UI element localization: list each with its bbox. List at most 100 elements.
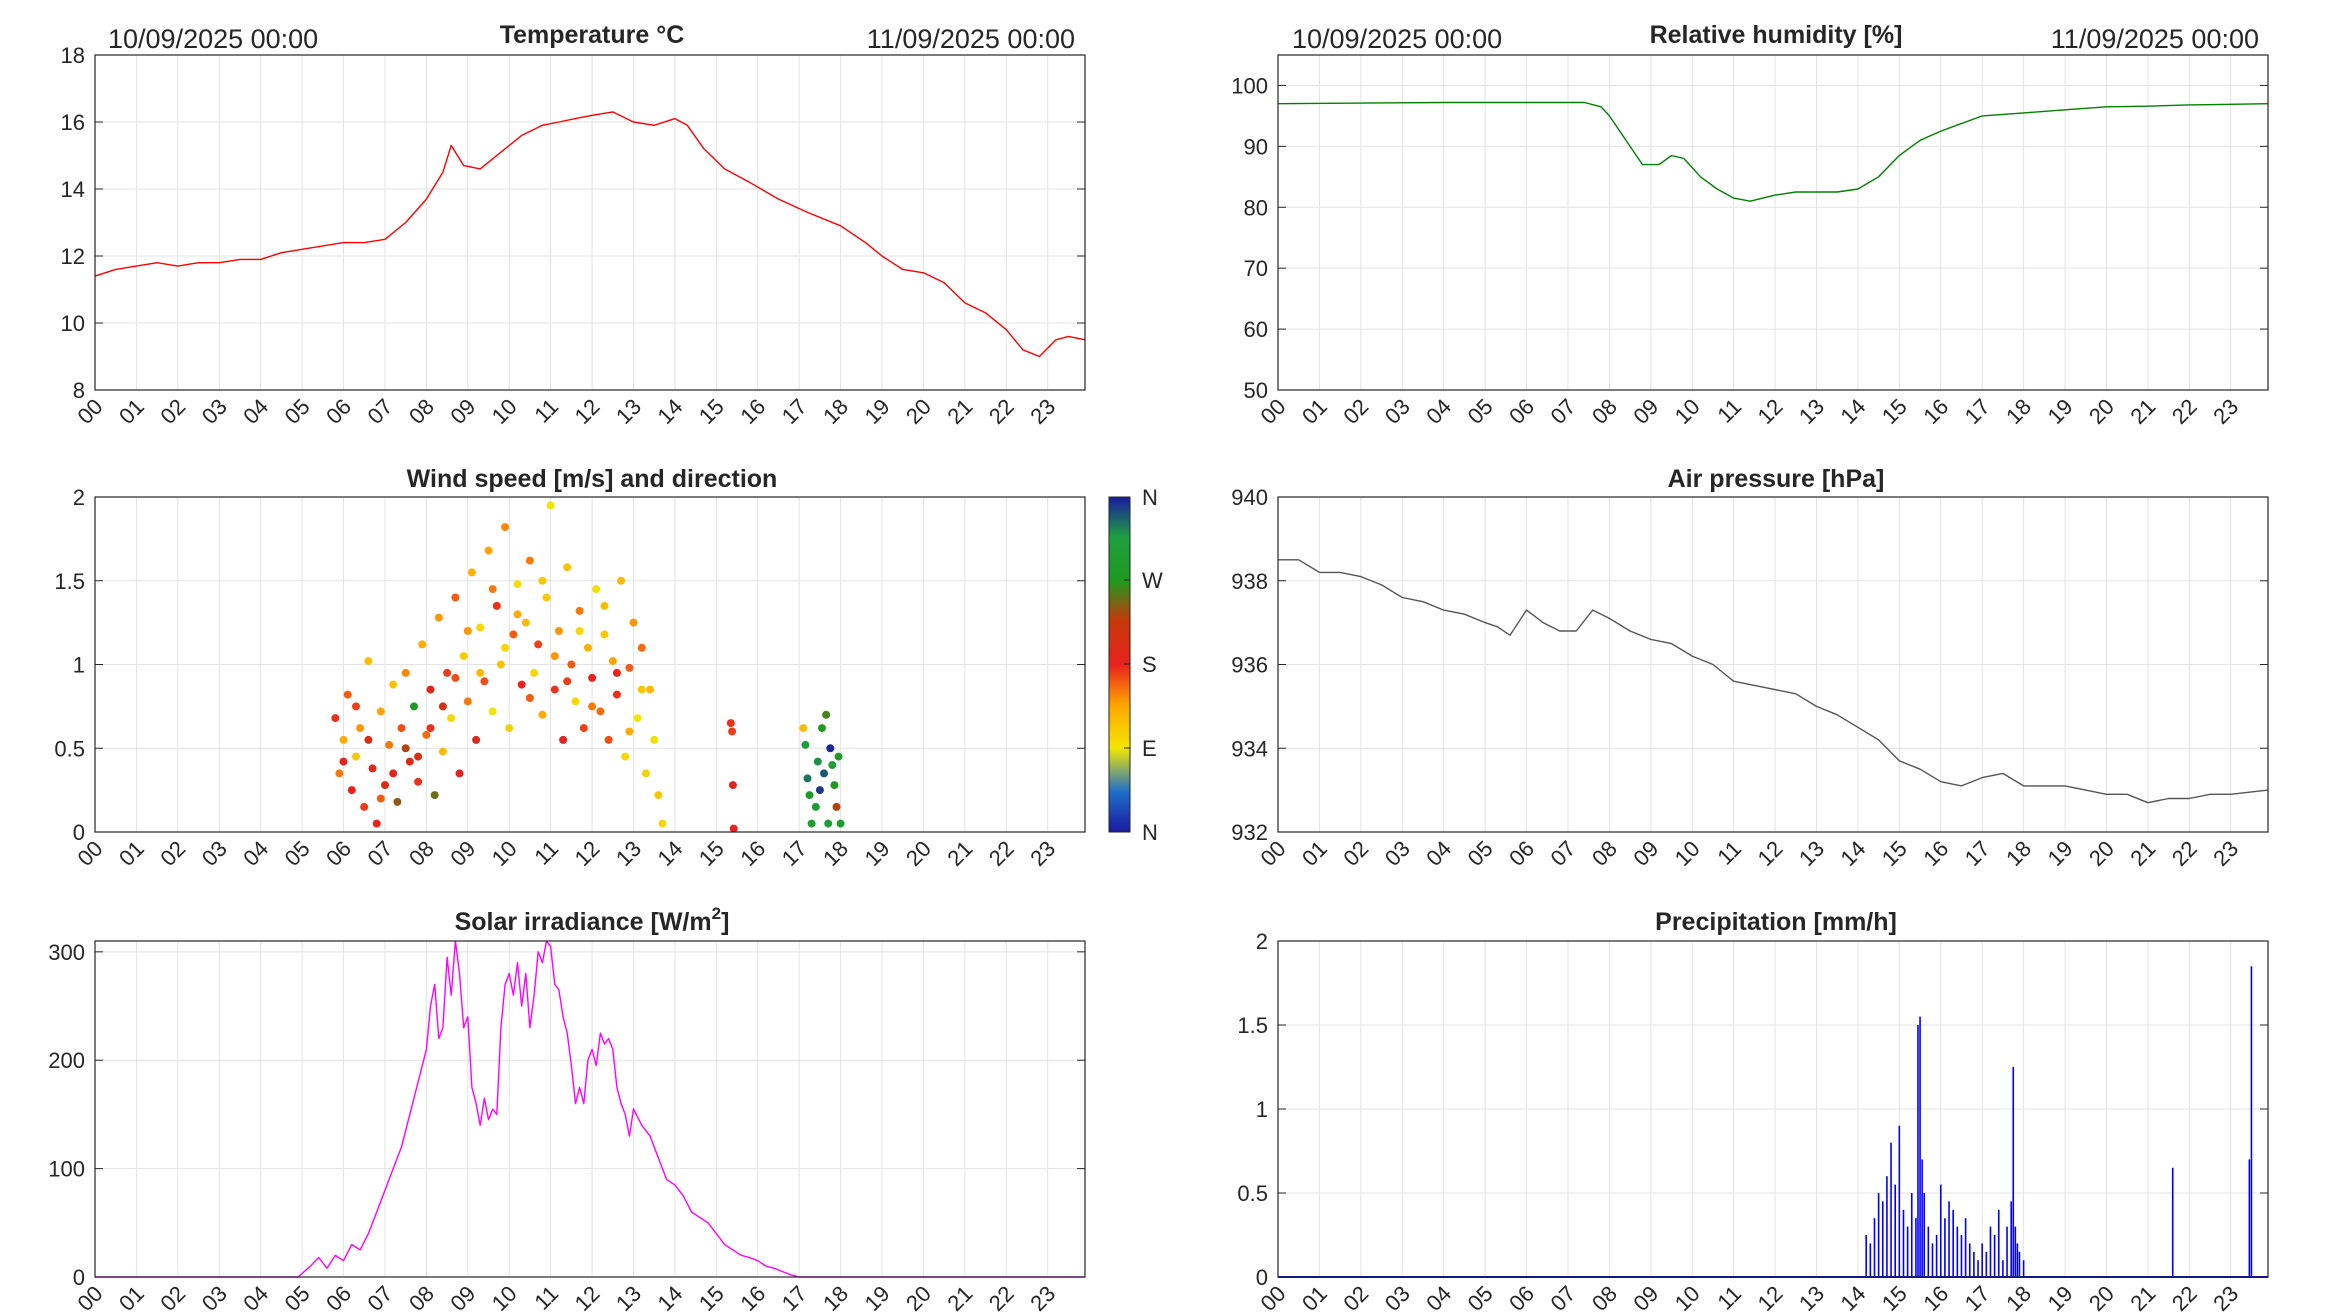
y-tick-label: 300 — [48, 940, 85, 965]
wind-point — [476, 623, 485, 632]
y-tick-label: 50 — [1244, 378, 1268, 403]
wind-point — [467, 568, 476, 577]
wind-point — [331, 714, 340, 723]
wind-point — [588, 673, 597, 682]
wind-point — [818, 724, 826, 733]
y-tick-label: 938 — [1231, 569, 1268, 594]
wind-point — [447, 714, 456, 723]
wind-point — [339, 757, 348, 766]
x-tick-label: 16 — [735, 394, 770, 429]
x-tick-label: 22 — [984, 1281, 1019, 1313]
x-tick-label: 19 — [2043, 394, 2078, 429]
solar-series-line — [95, 940, 1085, 1278]
y-tick-label: 14 — [61, 177, 85, 202]
temperature-title: Temperature °C — [500, 21, 685, 49]
y-tick-label: 18 — [61, 43, 85, 68]
temperature-panel: 10/09/2025 00:00 Temperature °C 11/09/20… — [61, 21, 1086, 429]
wind-point — [410, 702, 418, 711]
x-tick-label: 10 — [487, 1281, 522, 1313]
x-tick-label: 11 — [1712, 394, 1746, 428]
axes-frame — [1277, 54, 2269, 391]
wind-point — [550, 652, 559, 661]
wind-point — [463, 627, 472, 635]
solar-title-end: ] — [721, 908, 729, 936]
wind-point — [368, 764, 377, 773]
wind-point — [364, 657, 373, 666]
x-tick-label: 14 — [1835, 1281, 1870, 1313]
x-tick-label: 01 — [1297, 394, 1332, 429]
wind-point — [550, 685, 559, 694]
y-tick-label: 0 — [1256, 1265, 1268, 1290]
x-tick-label: 06 — [321, 394, 356, 429]
x-tick-label: 17 — [1960, 394, 1995, 429]
x-tick-label: 11 — [529, 1281, 563, 1313]
x-tick-label: 17 — [1960, 1281, 1995, 1313]
wind-point — [492, 601, 501, 610]
x-tick-label: 10 — [1670, 836, 1705, 871]
wind-point — [608, 657, 617, 666]
wind-point — [828, 761, 837, 769]
x-tick-label: 23 — [2208, 836, 2243, 871]
wind-point — [517, 680, 526, 689]
wind-point — [459, 652, 468, 661]
wind-point — [799, 724, 808, 733]
wind-point — [530, 668, 539, 677]
x-tick-label: 07 — [363, 1281, 398, 1313]
wind-point — [438, 702, 447, 711]
x-tick-label: 01 — [1297, 1281, 1332, 1313]
y-tick-label: 936 — [1231, 653, 1268, 678]
x-tick-label: 02 — [155, 1281, 190, 1313]
pressure-series-line — [1278, 559, 2269, 804]
wind-point — [546, 501, 555, 510]
x-tick-label: 15 — [1877, 1281, 1912, 1313]
wind-point — [807, 819, 816, 828]
wind-point — [834, 752, 843, 761]
y-tick-label: 0.5 — [54, 736, 85, 761]
wind-point — [401, 668, 410, 677]
wind-point — [600, 601, 609, 610]
wind-point — [559, 735, 568, 744]
wind-point — [376, 707, 385, 716]
x-tick-label: 15 — [694, 1281, 729, 1313]
x-tick-label: 16 — [1918, 836, 1953, 871]
x-tick-label: 03 — [1380, 1281, 1415, 1313]
x-tick-label: 11 — [1712, 836, 1746, 870]
wind-title: Wind speed [m/s] and direction — [407, 465, 778, 493]
x-tick-label: 19 — [2043, 1281, 2078, 1313]
x-tick-label: 19 — [860, 1281, 895, 1313]
x-tick-label: 17 — [777, 394, 812, 429]
x-tick-label: 06 — [321, 836, 356, 871]
x-tick-label: 01 — [114, 836, 149, 871]
wind-point — [629, 618, 638, 627]
wind-point — [625, 727, 634, 736]
axes-frame — [94, 496, 1086, 833]
x-tick-label: 07 — [363, 394, 398, 429]
x-tick-label: 18 — [2001, 394, 2036, 429]
x-tick-label: 15 — [694, 394, 729, 429]
x-tick-label: 15 — [1877, 836, 1912, 871]
temperature-series-line — [94, 111, 1086, 358]
y-tick-label: 2 — [73, 485, 85, 510]
x-tick-label: 08 — [1587, 1281, 1622, 1313]
wind-point — [525, 556, 534, 565]
x-tick-label: 03 — [1380, 394, 1415, 429]
wind-point — [612, 668, 621, 677]
y-tick-label: 0 — [73, 1265, 85, 1290]
x-tick-label: 04 — [238, 836, 273, 871]
x-tick-label: 04 — [1421, 836, 1456, 871]
y-tick-label: 934 — [1231, 736, 1268, 761]
x-tick-label: 20 — [2084, 394, 2119, 429]
x-tick-label: 20 — [2084, 1281, 2119, 1313]
wind-point — [542, 593, 551, 602]
solar-panel: Solar irradiance [W/m2] 00 01 02 03 04 05 06 07… — [48, 904, 1086, 1313]
x-tick-label: 17 — [777, 1281, 812, 1313]
wind-point — [364, 735, 373, 744]
x-tick-label: 02 — [1338, 394, 1373, 429]
wind-point — [646, 685, 655, 694]
x-tick-label: 18 — [818, 1281, 853, 1313]
x-tick-label: 05 — [280, 836, 315, 871]
y-tick-label: 932 — [1231, 820, 1268, 845]
wind-point — [567, 660, 576, 669]
y-tick-label: 200 — [48, 1048, 85, 1073]
wind-point — [575, 627, 584, 635]
